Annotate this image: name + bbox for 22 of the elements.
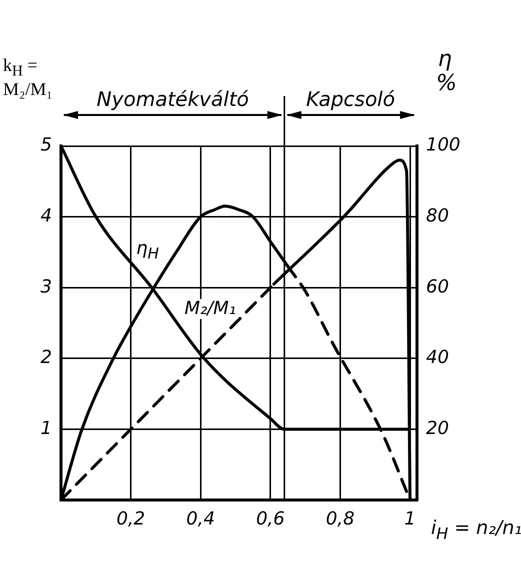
y-tick-label: 1	[40, 418, 52, 439]
x-axis-title: i$_{H}$ = n₂/n₁	[431, 517, 521, 543]
y-tick-label: 3	[40, 276, 52, 298]
x-tick-label: 1	[404, 508, 416, 530]
series-label: M₂/M₁	[182, 298, 238, 319]
x-tick-label: 0,4	[186, 508, 215, 530]
y-tick-label: 5	[40, 134, 52, 156]
y2-tick-label: 80	[426, 205, 449, 226]
y-tick-label: 2	[40, 347, 52, 368]
x-tick-label: 0,8	[326, 508, 355, 530]
y2-tick-label: 100	[426, 134, 460, 156]
text: Nyomatékváltó	[96, 87, 249, 111]
text: Kapcsoló	[306, 87, 395, 111]
y2-axis-title: η %	[436, 47, 457, 96]
y2-tick-label: 60	[426, 276, 449, 298]
x-tick-label: 0,2	[116, 508, 146, 530]
y-tick-label: 4	[40, 205, 52, 226]
x-tick-label: 0,6	[256, 508, 285, 530]
y2-tick-label: 20	[426, 418, 449, 439]
y-axis-title: k$_{H}$ = M₂/M₁	[3, 55, 54, 100]
series-label: η$_{H}$	[134, 238, 161, 262]
y2-tick-label: 40	[426, 347, 449, 368]
